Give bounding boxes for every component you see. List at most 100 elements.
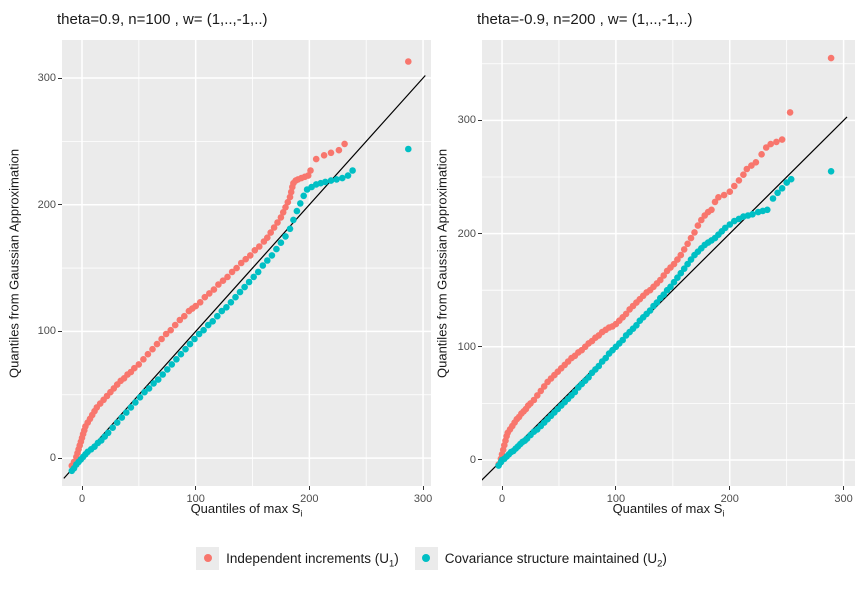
data-point xyxy=(251,247,259,254)
data-point xyxy=(192,302,199,310)
data-point xyxy=(304,172,312,179)
x-tick-mark xyxy=(843,486,845,490)
data-point xyxy=(743,165,751,173)
legend-label-subscript: 1 xyxy=(389,558,395,570)
data-point xyxy=(646,307,654,314)
data-point xyxy=(171,321,179,329)
data-point xyxy=(344,172,352,179)
data-point xyxy=(684,240,691,248)
data-point xyxy=(254,268,262,276)
data-point xyxy=(136,394,144,401)
data-point xyxy=(177,350,185,358)
data-point xyxy=(537,387,545,395)
data-point xyxy=(219,277,227,284)
data-point xyxy=(698,216,705,224)
data-point xyxy=(186,340,194,348)
data-point xyxy=(827,54,835,62)
data-point xyxy=(660,291,667,298)
data-point xyxy=(602,354,609,362)
right-plot-panel xyxy=(482,40,855,486)
data-point xyxy=(284,198,292,206)
legend-item-covariance-maintained: Covariance structure maintained (U2) xyxy=(414,546,667,570)
data-point xyxy=(677,269,685,277)
data-point xyxy=(154,376,162,383)
data-point xyxy=(595,362,603,370)
data-point xyxy=(778,185,786,192)
data-point xyxy=(300,192,307,200)
panel-svg xyxy=(482,40,855,486)
y-tick-mark xyxy=(58,77,62,79)
data-point xyxy=(684,260,691,268)
data-point xyxy=(201,293,209,301)
left-panel-title: theta=0.9, n=100 , w= (1,..,-1,..) xyxy=(57,11,268,28)
data-point xyxy=(540,383,548,390)
data-point xyxy=(312,155,320,163)
legend: Independent increments (U1) Covariance s… xyxy=(0,545,863,571)
x-tick-label: 300 xyxy=(834,493,853,505)
y-tick-label: 0 xyxy=(49,452,56,465)
data-point xyxy=(167,326,174,334)
data-point xyxy=(774,189,781,197)
x-tick-mark xyxy=(615,486,617,490)
left-plot-panel xyxy=(62,40,431,486)
right-panel-title: theta=-0.9, n=200 , w= (1,..,-1,..) xyxy=(477,11,693,28)
data-point xyxy=(694,222,702,229)
data-point xyxy=(286,225,294,233)
data-point xyxy=(268,252,276,259)
x-tick-mark xyxy=(501,486,503,490)
data-point xyxy=(264,234,271,241)
left-x-axis-label-subscript: i xyxy=(300,508,303,519)
data-point xyxy=(158,335,165,343)
data-point xyxy=(726,221,734,228)
data-point xyxy=(585,374,592,381)
data-point xyxy=(274,219,281,226)
data-point xyxy=(241,283,248,291)
data-point xyxy=(191,335,198,343)
data-point xyxy=(104,429,112,437)
x-tick-mark xyxy=(81,486,83,490)
legend-label-independent-increments: Independent increments (U1) xyxy=(226,550,399,570)
y-tick-label: 300 xyxy=(37,72,56,84)
data-point xyxy=(132,399,139,406)
legend-item-independent-increments: Independent increments (U1) xyxy=(196,546,399,570)
left-x-axis-label: Quantiles of max Si xyxy=(62,501,431,519)
data-point xyxy=(290,216,297,224)
y-tick-label: 300 xyxy=(457,114,476,127)
data-point xyxy=(680,265,688,272)
data-point xyxy=(633,322,640,329)
data-point xyxy=(162,330,170,338)
x-tick-label: 0 xyxy=(498,493,506,505)
y-tick-label: 200 xyxy=(457,227,476,240)
y-tick-label: 100 xyxy=(457,340,476,353)
data-point xyxy=(209,318,216,325)
right-x-axis-label-subscript: i xyxy=(722,508,725,519)
x-tick-label: 100 xyxy=(606,493,626,505)
data-point xyxy=(333,176,340,183)
data-point xyxy=(769,195,777,202)
data-point xyxy=(247,252,254,259)
data-point xyxy=(173,356,180,363)
legend-label-text: Covariance structure maintained (U xyxy=(444,550,658,566)
data-point xyxy=(256,243,263,250)
data-point xyxy=(677,251,685,259)
data-point xyxy=(786,109,794,116)
data-point xyxy=(282,233,289,240)
data-point xyxy=(250,273,257,281)
teal-point-icon xyxy=(422,554,431,562)
data-point xyxy=(245,278,253,286)
data-point xyxy=(322,178,329,186)
data-point xyxy=(405,145,412,153)
data-point xyxy=(660,272,667,279)
data-point xyxy=(131,364,138,372)
data-point xyxy=(715,194,722,201)
identity-reference-line xyxy=(482,116,848,481)
data-point xyxy=(530,396,538,404)
data-point xyxy=(764,206,771,214)
x-tick-mark xyxy=(308,486,310,490)
legend-label-suffix: ) xyxy=(394,550,399,566)
y-tick-mark xyxy=(58,457,62,459)
data-point xyxy=(181,312,188,320)
data-point xyxy=(286,193,294,201)
right-x-axis-label: Quantiles of max Si xyxy=(482,501,855,519)
data-point xyxy=(277,214,285,221)
